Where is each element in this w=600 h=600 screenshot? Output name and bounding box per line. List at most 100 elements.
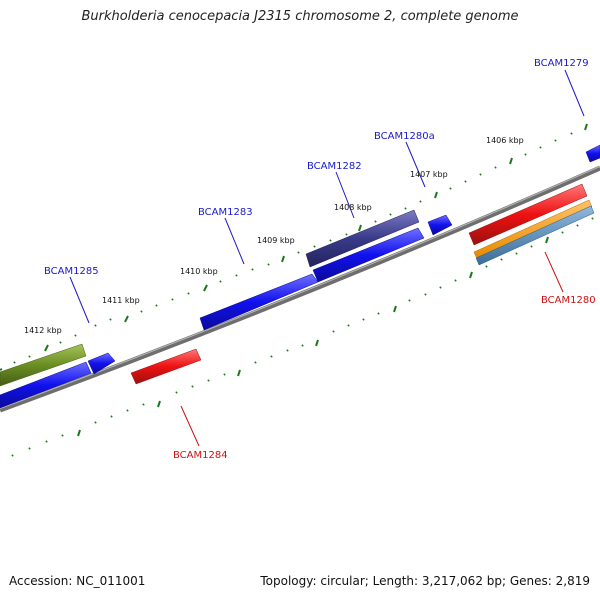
- gene-label-bcam1279[interactable]: BCAM1279: [534, 58, 589, 69]
- kbp-label: 1409 kbp: [257, 236, 295, 245]
- tick-mark: [347, 324, 350, 327]
- tick-mark: [94, 421, 97, 424]
- tick-mark: [419, 200, 422, 203]
- tick-mark: [142, 403, 145, 406]
- tick-mark: [345, 233, 348, 236]
- tick-mark: [267, 263, 270, 266]
- tick-mark: [171, 298, 174, 301]
- tick-mark: [424, 293, 427, 296]
- kbp-label: 1406 kbp: [486, 136, 524, 145]
- inner-tick-ring: [11, 217, 594, 457]
- leader-line-bcam1283: [224, 217, 245, 265]
- tick-mark: [358, 224, 362, 232]
- tick-mark: [469, 271, 473, 279]
- tick-mark: [59, 341, 62, 344]
- outer-tick-ring: [0, 123, 588, 371]
- tick-mark: [44, 344, 49, 352]
- tick-mark: [175, 391, 178, 394]
- tick-mark: [362, 318, 365, 321]
- tick-mark: [374, 220, 377, 223]
- leader-line-bcam1280a: [405, 141, 426, 188]
- tick-mark: [270, 355, 273, 358]
- tick-mark: [515, 252, 518, 255]
- tick-mark: [207, 379, 210, 382]
- tick-mark: [155, 304, 158, 307]
- gene-labels: BCAM1279 BCAM1280a BCAM1282 BCAM1283 BCA…: [44, 58, 596, 461]
- gene-feature-bcam1283[interactable]: [199, 273, 319, 331]
- tick-mark: [13, 361, 16, 364]
- map-title: Burkholderia cenocepacia J2315 chromosom…: [81, 9, 519, 24]
- minus-strand-features: [130, 183, 595, 385]
- tick-mark: [191, 385, 194, 388]
- kbp-labels: 1406 kbp 1407 kbp 1408 kbp 1409 kbp 1410…: [24, 136, 524, 335]
- tick-mark: [494, 166, 497, 169]
- tick-mark: [439, 286, 442, 289]
- kbp-label: 1410 kbp: [180, 267, 218, 276]
- tick-mark: [329, 239, 332, 242]
- plus-strand-features: [0, 144, 600, 409]
- gene-label-bcam1284[interactable]: BCAM1284: [173, 450, 228, 461]
- tick-mark: [281, 255, 285, 263]
- tick-mark: [140, 310, 143, 313]
- gene-feature-bcam1279[interactable]: [585, 144, 600, 163]
- tick-mark: [94, 324, 97, 327]
- gene-feature-bcam1280-orange[interactable]: [473, 199, 593, 260]
- tick-mark: [286, 349, 289, 352]
- gene-feature-bcam1285[interactable]: [0, 361, 92, 409]
- tick-mark: [45, 440, 48, 443]
- accession-footer: Accession: NC_011001: [9, 574, 146, 588]
- tick-mark: [203, 284, 208, 292]
- gene-feature-bcam1280-red[interactable]: [468, 183, 588, 246]
- gene-feature-bcam1286[interactable]: [0, 343, 87, 387]
- tick-mark: [28, 355, 31, 358]
- tick-mark: [584, 123, 588, 131]
- kbp-label: 1408 kbp: [334, 203, 372, 212]
- gene-label-bcam1285[interactable]: BCAM1285: [44, 266, 99, 277]
- gene-feature-bcam1280a[interactable]: [427, 214, 453, 236]
- topology-footer: Topology: circular; Length: 3,217,062 bp…: [260, 574, 590, 588]
- leader-lines: [69, 69, 585, 447]
- gene-feature-bcam1284[interactable]: [130, 348, 202, 385]
- gene-label-bcam1282[interactable]: BCAM1282: [307, 161, 362, 172]
- tick-mark: [0, 368, 3, 371]
- tick-mark: [124, 315, 129, 323]
- kbp-label: 1412 kbp: [24, 326, 62, 335]
- gene-feature-bcam1282[interactable]: [312, 227, 425, 283]
- tick-mark: [297, 251, 300, 254]
- tick-mark: [237, 369, 241, 377]
- tick-mark: [187, 292, 190, 295]
- tick-mark: [591, 217, 594, 220]
- tick-mark: [235, 274, 238, 277]
- gene-feature-bcam1280-steel[interactable]: [475, 205, 595, 266]
- tick-mark: [301, 344, 304, 347]
- tick-mark: [509, 157, 513, 165]
- tick-mark: [524, 153, 527, 156]
- tick-mark: [126, 409, 129, 412]
- tick-mark: [77, 429, 81, 437]
- tick-mark: [561, 231, 564, 234]
- tick-mark: [404, 207, 407, 210]
- tick-mark: [110, 415, 113, 418]
- leader-line-bcam1284: [180, 405, 200, 447]
- gene-label-bcam1283[interactable]: BCAM1283: [198, 207, 253, 218]
- chromosome-backbone: [0, 165, 600, 413]
- tick-mark: [434, 191, 438, 199]
- tick-mark: [449, 187, 452, 190]
- tick-mark: [313, 245, 316, 248]
- tick-mark: [251, 268, 254, 271]
- tick-mark: [485, 265, 488, 268]
- tick-mark: [223, 373, 226, 376]
- gene-label-bcam1280a[interactable]: BCAM1280a: [374, 131, 435, 142]
- leader-line-bcam1280: [544, 251, 564, 293]
- gene-feature-bcam1284a[interactable]: [87, 352, 116, 375]
- tick-mark: [530, 245, 533, 248]
- tick-mark: [539, 146, 542, 149]
- leader-line-bcam1279: [564, 69, 585, 117]
- tick-mark: [11, 454, 14, 457]
- gene-label-bcam1280[interactable]: BCAM1280: [541, 295, 596, 306]
- tick-mark: [393, 305, 397, 313]
- tick-mark: [254, 361, 257, 364]
- gene-feature-bcam1282-navy[interactable]: [305, 209, 420, 268]
- tick-mark: [570, 132, 573, 135]
